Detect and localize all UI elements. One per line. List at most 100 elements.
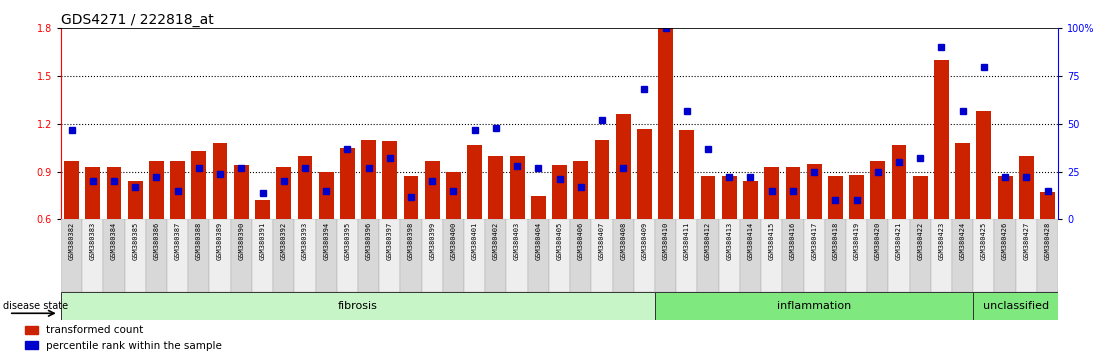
Bar <box>358 219 379 292</box>
Text: GSM380409: GSM380409 <box>642 222 647 260</box>
Bar <box>955 143 971 219</box>
Bar <box>952 219 973 292</box>
Bar <box>786 167 800 219</box>
Bar <box>382 141 398 219</box>
Bar <box>148 161 164 219</box>
Text: fibrosis: fibrosis <box>338 301 378 311</box>
Bar <box>571 219 592 292</box>
Text: GDS4271 / 222818_at: GDS4271 / 222818_at <box>61 13 214 27</box>
Text: GSM380391: GSM380391 <box>259 222 266 260</box>
Text: GSM380387: GSM380387 <box>175 222 181 260</box>
Bar <box>361 140 376 219</box>
Text: GSM380426: GSM380426 <box>1002 222 1008 260</box>
Text: GSM380397: GSM380397 <box>387 222 393 260</box>
Bar <box>655 292 973 320</box>
Bar <box>188 219 209 292</box>
Bar <box>913 176 927 219</box>
Text: GSM380404: GSM380404 <box>535 222 542 260</box>
Text: GSM380402: GSM380402 <box>493 222 499 260</box>
Bar <box>213 143 227 219</box>
Bar <box>889 219 910 292</box>
Bar <box>592 219 613 292</box>
Bar <box>552 165 567 219</box>
Text: GSM380413: GSM380413 <box>726 222 732 260</box>
Text: disease state: disease state <box>3 301 69 311</box>
Bar <box>892 144 906 219</box>
Bar <box>1040 193 1055 219</box>
Bar <box>637 129 652 219</box>
Bar <box>468 144 482 219</box>
Bar <box>464 219 485 292</box>
Bar <box>740 219 761 292</box>
Bar <box>527 219 548 292</box>
Text: GSM380422: GSM380422 <box>917 222 923 260</box>
Text: GSM380389: GSM380389 <box>217 222 223 260</box>
Bar <box>765 167 779 219</box>
Text: GSM380395: GSM380395 <box>345 222 350 260</box>
Bar <box>634 219 655 292</box>
Text: GSM380394: GSM380394 <box>324 222 329 260</box>
Bar <box>106 167 122 219</box>
Text: GSM380403: GSM380403 <box>514 222 520 260</box>
Text: unclassified: unclassified <box>983 301 1049 311</box>
Text: GSM380418: GSM380418 <box>832 222 839 260</box>
Bar <box>849 175 864 219</box>
Bar <box>1019 156 1034 219</box>
Bar <box>721 176 737 219</box>
Text: GSM380398: GSM380398 <box>408 222 414 260</box>
Bar <box>276 167 291 219</box>
Text: GSM380407: GSM380407 <box>599 222 605 260</box>
Bar <box>973 292 1058 320</box>
Bar <box>64 161 79 219</box>
Bar <box>124 219 146 292</box>
Text: GSM380408: GSM380408 <box>620 222 626 260</box>
Text: GSM380385: GSM380385 <box>132 222 138 260</box>
Bar <box>931 219 952 292</box>
Bar <box>379 219 400 292</box>
Bar <box>613 219 634 292</box>
Bar <box>171 161 185 219</box>
Text: GSM380388: GSM380388 <box>196 222 202 260</box>
Bar <box>595 140 609 219</box>
Text: GSM380417: GSM380417 <box>811 222 817 260</box>
Text: GSM380390: GSM380390 <box>238 222 244 260</box>
Text: GSM380415: GSM380415 <box>769 222 774 260</box>
Text: GSM380412: GSM380412 <box>705 222 711 260</box>
Text: GSM380416: GSM380416 <box>790 222 796 260</box>
Bar <box>847 219 868 292</box>
Bar <box>700 176 716 219</box>
Bar <box>340 148 355 219</box>
Bar <box>719 219 740 292</box>
Bar <box>655 219 676 292</box>
Text: GSM380419: GSM380419 <box>853 222 860 260</box>
Bar <box>824 219 847 292</box>
Bar <box>679 130 695 219</box>
Bar <box>976 111 992 219</box>
Bar <box>658 25 673 219</box>
Bar <box>506 219 527 292</box>
Bar <box>676 219 697 292</box>
Text: GSM380393: GSM380393 <box>302 222 308 260</box>
Bar <box>510 156 524 219</box>
Bar <box>316 219 337 292</box>
Bar <box>295 219 316 292</box>
Bar <box>85 167 100 219</box>
Bar <box>400 219 422 292</box>
Bar <box>61 219 82 292</box>
Bar <box>997 176 1013 219</box>
Text: GSM380410: GSM380410 <box>663 222 668 260</box>
Bar <box>103 219 124 292</box>
Bar <box>871 161 885 219</box>
Bar <box>573 161 588 219</box>
Bar <box>1016 219 1037 292</box>
Text: GSM380428: GSM380428 <box>1045 222 1050 260</box>
Bar <box>443 219 464 292</box>
Bar <box>337 219 358 292</box>
Bar <box>910 219 931 292</box>
Text: GSM380421: GSM380421 <box>896 222 902 260</box>
Bar <box>548 219 571 292</box>
Text: GSM380420: GSM380420 <box>875 222 881 260</box>
Bar <box>209 219 230 292</box>
Bar <box>973 219 995 292</box>
Text: GSM380399: GSM380399 <box>429 222 435 260</box>
